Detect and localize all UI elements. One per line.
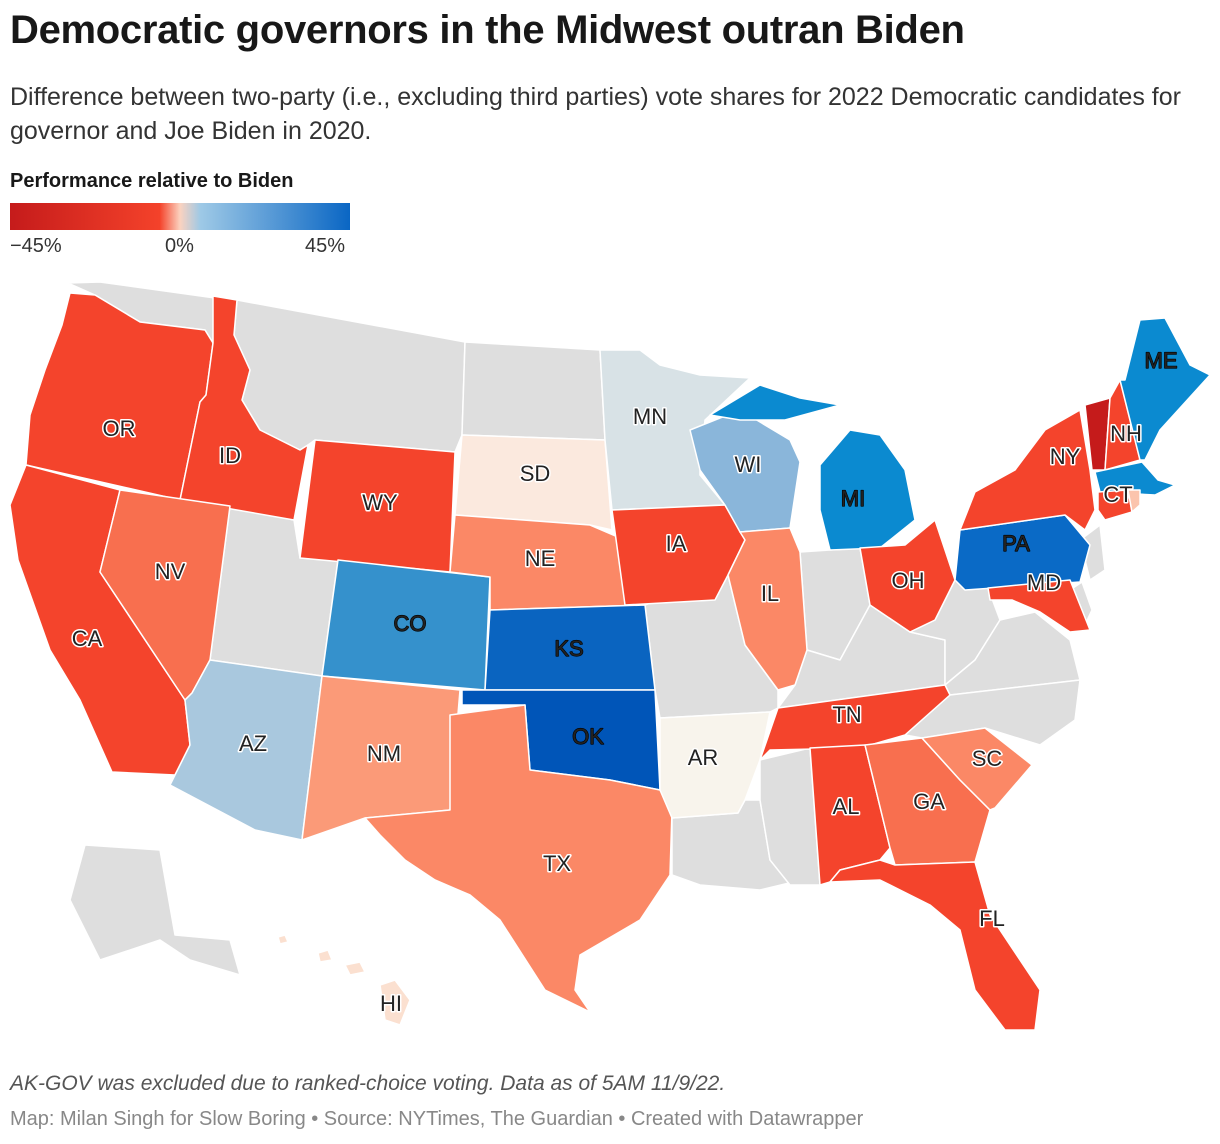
chart-title: Democratic governors in the Midwest outr… — [10, 8, 965, 52]
state-label-ks: KS — [554, 636, 583, 661]
state-label-il: IL — [761, 581, 779, 606]
legend-min-label: −45% — [10, 235, 62, 257]
no-data-state-1 — [233, 299, 466, 453]
state-ri[interactable] — [1127, 489, 1141, 513]
no-data-state-14 — [69, 844, 241, 976]
no-data-state-2 — [461, 341, 606, 441]
state-label-hi: HI — [380, 991, 402, 1016]
state-label-tx: TX — [543, 851, 571, 876]
state-label-ga: GA — [913, 789, 945, 814]
state-label-sc: SC — [972, 746, 1003, 771]
state-label-nh: NH — [1110, 421, 1142, 446]
us-map: OR CA ID NV AZ WY CO NM SD NE KS OK TX MN IA AR WI IL MI OH… — [9, 281, 1211, 1031]
state-label-ar: AR — [688, 745, 719, 770]
state-label-sd: SD — [520, 461, 551, 486]
state-label-ny: NY — [1050, 444, 1081, 469]
state-oh[interactable] — [859, 519, 956, 633]
state-ar[interactable] — [659, 711, 771, 819]
state-label-ca: CA — [72, 626, 103, 651]
state-sc[interactable] — [921, 727, 1033, 811]
state-label-wy: WY — [362, 490, 398, 515]
legend-mid-label: 0% — [165, 235, 194, 257]
state-label-pa: PA — [1002, 531, 1030, 556]
state-label-co: CO — [394, 611, 427, 636]
state-label-oh: OH — [892, 568, 925, 593]
legend-color-scale — [10, 203, 350, 230]
state-mi[interactable] — [709, 384, 916, 551]
credit-line: Map: Milan Singh for Slow Boring • Sourc… — [10, 1108, 864, 1130]
no-data-state-12 — [1079, 524, 1106, 581]
state-label-mi: MI — [841, 486, 865, 511]
legend-max-label: 45% — [305, 235, 346, 257]
state-ct[interactable] — [1097, 489, 1133, 521]
state-label-az: AZ — [239, 731, 267, 756]
state-label-mn: MN — [633, 404, 667, 429]
state-hi[interactable] — [277, 934, 411, 1026]
state-label-ct: CT — [1103, 482, 1132, 507]
state-label-fl: FL — [979, 906, 1005, 931]
chart-subtitle: Difference between two-party (i.e., excl… — [10, 83, 1181, 145]
state-labels: OR CA ID NV AZ WY CO NM SD NE KS OK TX MN IA AR WI IL MI OH… — [70, 347, 1178, 1017]
state-label-or: OR — [103, 416, 136, 441]
state-label-ia: IA — [666, 531, 687, 556]
state-sd[interactable] — [454, 434, 613, 531]
state-fl[interactable] — [829, 859, 1041, 1031]
state-il[interactable] — [727, 527, 808, 691]
state-label-me: ME — [1145, 348, 1178, 373]
state-label-al: AL — [833, 794, 860, 819]
state-tx[interactable] — [364, 704, 673, 1013]
state-tn[interactable] — [759, 684, 951, 761]
state-label-wi: WI — [735, 452, 762, 477]
state-label-id: ID — [219, 443, 241, 468]
state-shapes[interactable] — [9, 292, 1211, 1031]
state-md[interactable] — [987, 579, 1091, 633]
state-label-tn: TN — [832, 702, 861, 727]
state-label-md: MD — [1027, 570, 1061, 595]
state-label-ok: OK — [572, 724, 604, 749]
state-ny[interactable] — [959, 409, 1096, 531]
legend-title: Performance relative to Biden — [10, 170, 294, 192]
state-id[interactable] — [179, 295, 309, 521]
state-me[interactable] — [1119, 317, 1211, 461]
footnote: AK-GOV was excluded due to ranked-choice… — [10, 1072, 726, 1095]
state-label-ne: NE — [525, 546, 556, 571]
state-label-nm: NM — [367, 741, 401, 766]
state-label-nv: NV — [155, 559, 186, 584]
